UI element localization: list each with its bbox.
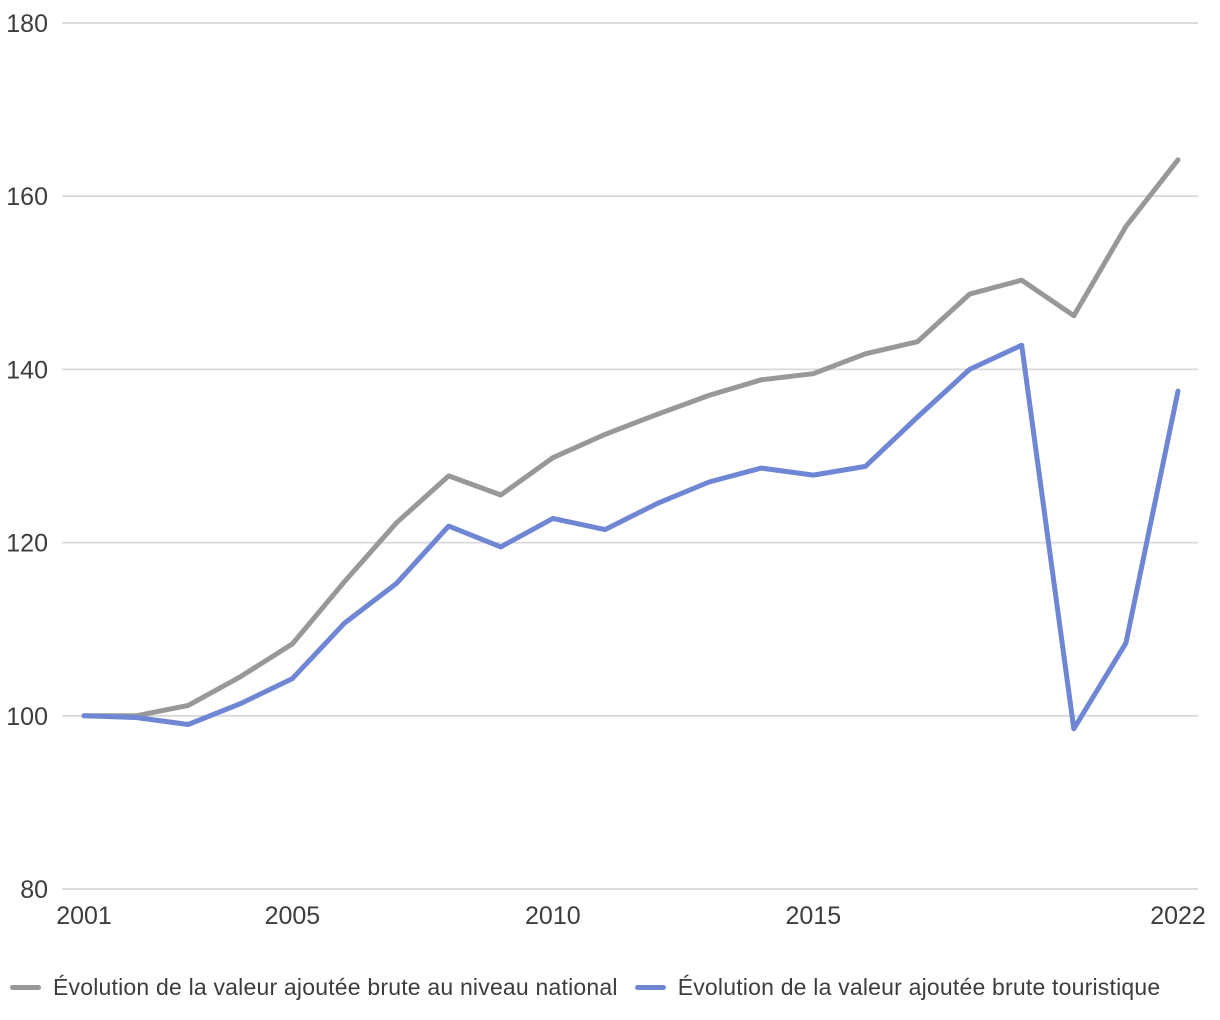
legend-item-national: Évolution de la valeur ajoutée brute au …	[10, 974, 618, 1001]
series-line-touristique	[81, 342, 1181, 732]
y-tick-label-160: 160	[6, 183, 48, 211]
x-tick-label-2010: 2010	[525, 902, 581, 930]
x-tick-label-2005: 2005	[265, 902, 321, 930]
y-tick-label-80: 80	[20, 876, 48, 904]
y-tick-label-180: 180	[6, 10, 48, 38]
x-tick-label-2001: 2001	[56, 902, 112, 930]
legend-swatch-national	[10, 984, 41, 990]
series-line-national	[81, 157, 1181, 719]
legend-swatch-touristique	[634, 984, 666, 990]
legend-label-touristique: Évolution de la valeur ajoutée brute tou…	[677, 973, 1161, 1000]
y-tick-label-140: 140	[6, 356, 48, 384]
chart-legend: Évolution de la valeur ajoutée brute au …	[10, 966, 1210, 1008]
y-tick-label-120: 120	[6, 530, 48, 558]
x-tick-label-2022: 2022	[1150, 902, 1206, 930]
legend-item-touristique: Évolution de la valeur ajoutée brute tou…	[634, 973, 1161, 1001]
legend-label-national: Évolution de la valeur ajoutée brute au …	[53, 973, 618, 1000]
y-tick-label-100: 100	[6, 703, 48, 731]
x-tick-label-2015: 2015	[786, 902, 842, 930]
